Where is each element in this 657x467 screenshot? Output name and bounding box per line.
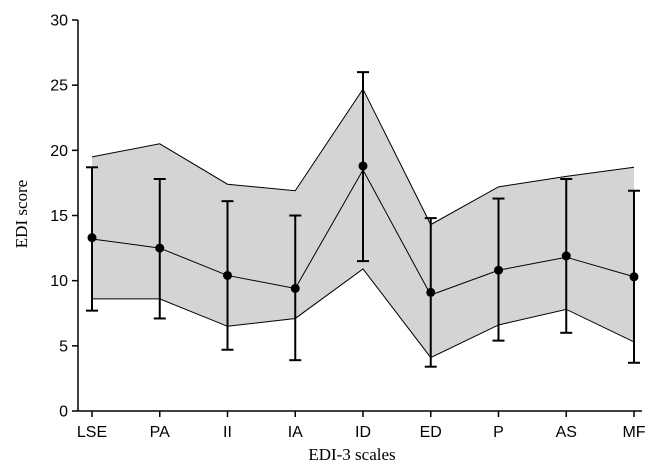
data-point bbox=[290, 283, 300, 293]
y-tick-label: 5 bbox=[59, 338, 68, 355]
data-point bbox=[155, 243, 165, 253]
data-point bbox=[629, 272, 639, 282]
reference-band-lower-line bbox=[92, 268, 635, 359]
data-point bbox=[426, 287, 436, 297]
x-tick-label: PA bbox=[150, 424, 170, 441]
x-tick-label: AS bbox=[556, 424, 577, 441]
x-tick-label: IA bbox=[288, 424, 303, 441]
y-tick-label: 20 bbox=[50, 143, 68, 160]
x-axis-title: EDI-3 scales bbox=[308, 445, 395, 464]
x-tick-label: ED bbox=[420, 424, 442, 441]
data-point bbox=[358, 161, 368, 171]
tick-labels-layer: 0 5 10 15 20 25 30 LSE PA II IA ID ED P AS MF bbox=[50, 13, 646, 442]
y-tick-label: 25 bbox=[50, 78, 68, 95]
x-tick-label: P bbox=[493, 424, 504, 441]
data-point bbox=[87, 233, 97, 243]
x-tick-label: II bbox=[223, 424, 232, 441]
y-tick-label: 15 bbox=[50, 208, 68, 225]
x-tick-label: MF bbox=[622, 424, 645, 441]
data-point bbox=[494, 265, 503, 275]
markers-layer bbox=[87, 161, 639, 297]
y-tick-label: 10 bbox=[50, 273, 68, 290]
x-tick-label: ID bbox=[355, 424, 371, 441]
data-point bbox=[223, 270, 232, 280]
x-tick-label: LSE bbox=[77, 424, 107, 441]
y-axis-title: EDI score bbox=[12, 180, 31, 248]
y-tick-label: 30 bbox=[50, 13, 68, 30]
data-point bbox=[561, 251, 571, 261]
axes bbox=[72, 19, 642, 417]
y-tick-label: 0 bbox=[59, 404, 68, 421]
